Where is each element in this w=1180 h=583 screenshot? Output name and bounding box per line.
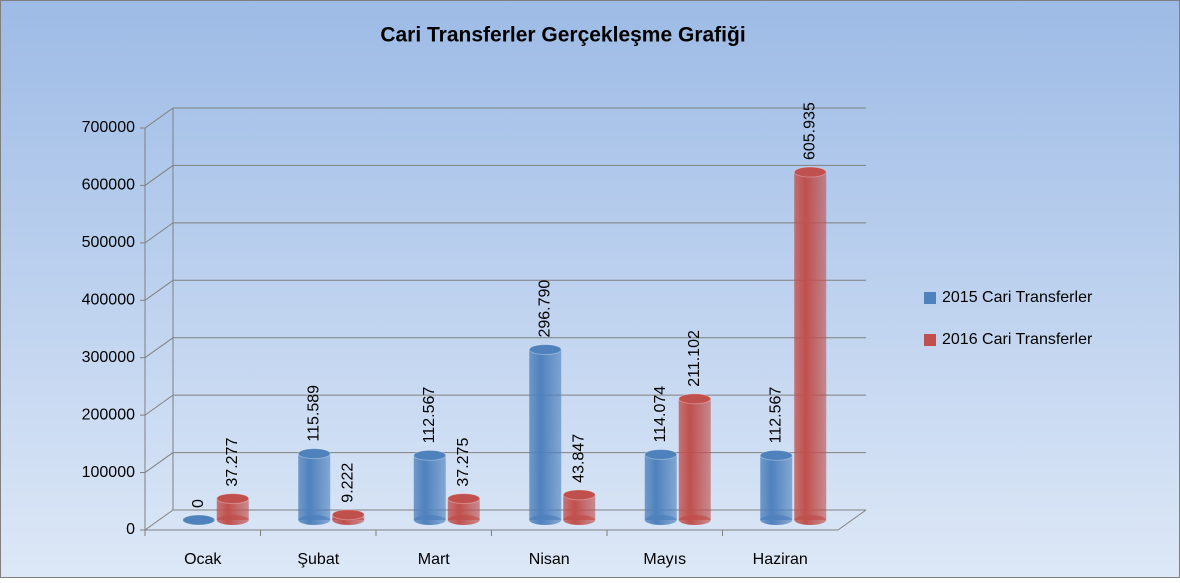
bar <box>298 453 331 520</box>
bar-top <box>644 448 678 460</box>
x-tick-label: Mart <box>418 551 451 568</box>
grid-line <box>144 452 174 473</box>
bar <box>794 172 827 520</box>
bar-top <box>447 493 481 505</box>
bar <box>644 454 677 520</box>
x-tick-label: Mayıs <box>643 551 686 568</box>
data-label: 112.567 <box>767 387 784 444</box>
grid-line <box>144 337 174 359</box>
data-label: 43.847 <box>570 434 587 483</box>
bar-top <box>759 449 793 461</box>
grid-line <box>144 394 174 416</box>
bar-top <box>528 344 562 356</box>
data-label: 112.567 <box>421 387 438 444</box>
grid-line <box>144 509 174 531</box>
data-label: 37.277 <box>224 438 241 487</box>
y-tick-label: 100000 <box>82 464 135 481</box>
bar <box>216 498 249 520</box>
bar-top <box>297 448 331 460</box>
y-tick-label: 0 <box>126 521 135 538</box>
bar-top <box>793 166 827 178</box>
y-tick-label: 500000 <box>82 234 135 251</box>
grid-line <box>144 107 174 129</box>
data-label: 605.935 <box>801 102 818 160</box>
legend-label: 2016 Cari Transferler <box>942 331 1093 348</box>
legend-label: 2015 Cari Transferler <box>942 289 1093 306</box>
data-label: 0 <box>190 499 207 508</box>
data-label: 9.222 <box>339 463 356 503</box>
x-tick-label: Haziran <box>753 551 808 568</box>
x-tick-label: Nisan <box>529 551 570 568</box>
legend-swatch <box>924 334 936 346</box>
data-label: 211.102 <box>686 330 703 387</box>
chart-title: Cari Transferler Gerçekleşme Grafiği <box>380 24 745 47</box>
grid-line <box>144 279 174 301</box>
bar <box>678 398 711 520</box>
y-tick-label: 400000 <box>82 292 135 309</box>
bar-top <box>678 393 712 405</box>
x-tick-label: Şubat <box>297 551 339 568</box>
bar <box>760 455 793 520</box>
bar-top <box>562 489 596 501</box>
x-tick-label: Ocak <box>184 551 222 568</box>
data-label: 37.275 <box>455 438 472 487</box>
bar <box>529 349 562 520</box>
y-tick-label: 600000 <box>82 177 135 194</box>
bar-top <box>331 509 365 521</box>
y-tick-label: 300000 <box>82 349 135 366</box>
data-label: 115.589 <box>305 385 322 442</box>
bar-top <box>413 449 447 461</box>
grid-line <box>144 222 174 244</box>
data-label: 296.790 <box>536 280 553 338</box>
y-tick-label: 700000 <box>82 119 135 136</box>
axis-line <box>837 509 867 531</box>
data-label: 114.074 <box>652 386 669 443</box>
bar-top <box>182 514 216 526</box>
bar <box>447 498 480 520</box>
y-tick-label: 200000 <box>82 406 135 423</box>
legend-swatch <box>924 292 936 304</box>
bar-top <box>216 493 250 505</box>
bar <box>413 455 446 520</box>
grid-line <box>144 165 174 186</box>
